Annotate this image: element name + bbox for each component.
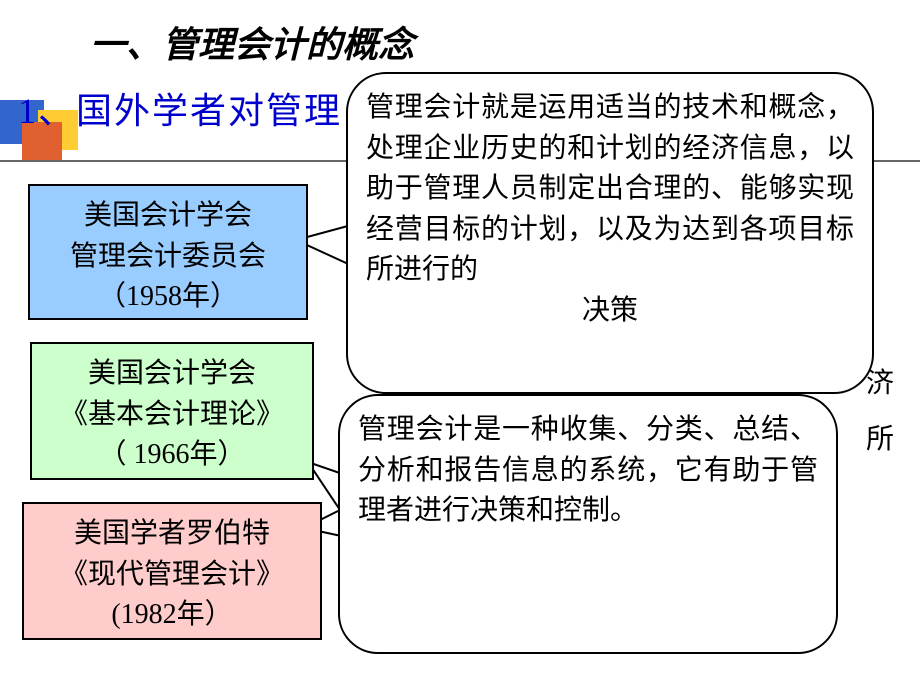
source-box-2: 美国会计学会《基本会计理论》（ 1966年） — [30, 342, 314, 480]
slide: 一、管理会计的概念 1、国外学者对管理 济 所 管理会计是一种收集、分类、总结、… — [0, 0, 920, 690]
callout-top-text-main: 管理会计就是运用适当的技术和概念，处理企业历史的和计划的经济信息，以助于管理人员… — [366, 92, 854, 285]
source-line-2: 《基本会计理论》 — [36, 395, 308, 436]
source-box-1: 美国会计学会管理会计委员会（1958年） — [28, 184, 308, 320]
definition-callout-bottom: 管理会计是一种收集、分类、总结、分析和报告信息的系统，它有助于管理者进行决策和控… — [338, 394, 838, 654]
source-line-1: 美国会计学会 — [36, 354, 308, 395]
source-year-line: （ 1966年） — [36, 435, 308, 476]
source-line-1: 美国会计学会 — [34, 196, 302, 237]
subtitle-number: 1 — [18, 91, 38, 131]
callout-top-text-last: 决策 — [366, 291, 854, 332]
source-year-line: (1982年） — [28, 595, 316, 636]
subtitle-text: 国外学者对管理 — [76, 91, 342, 131]
source-box-3: 美国学者罗伯特《现代管理会计》(1982年） — [22, 502, 322, 640]
source-line-1: 美国学者罗伯特 — [28, 514, 316, 555]
subtitle-separator: 、 — [38, 91, 76, 131]
source-line-2: 《现代管理会计》 — [28, 555, 316, 596]
source-year-line: （1958年） — [34, 277, 302, 318]
section-title: 一、管理会计的概念 — [90, 16, 414, 68]
section-subtitle: 1、国外学者对管理 — [18, 82, 342, 134]
source-line-2: 管理会计委员会 — [34, 237, 302, 278]
fragment-char-2: 所 — [866, 412, 894, 468]
callout-behind-fragment: 济 所 — [866, 356, 894, 468]
definition-callout-top: 管理会计就是运用适当的技术和概念，处理企业历史的和计划的经济信息，以助于管理人员… — [346, 72, 874, 394]
callout-bottom-text: 管理会计是一种收集、分类、总结、分析和报告信息的系统，它有助于管理者进行决策和控… — [358, 414, 818, 526]
